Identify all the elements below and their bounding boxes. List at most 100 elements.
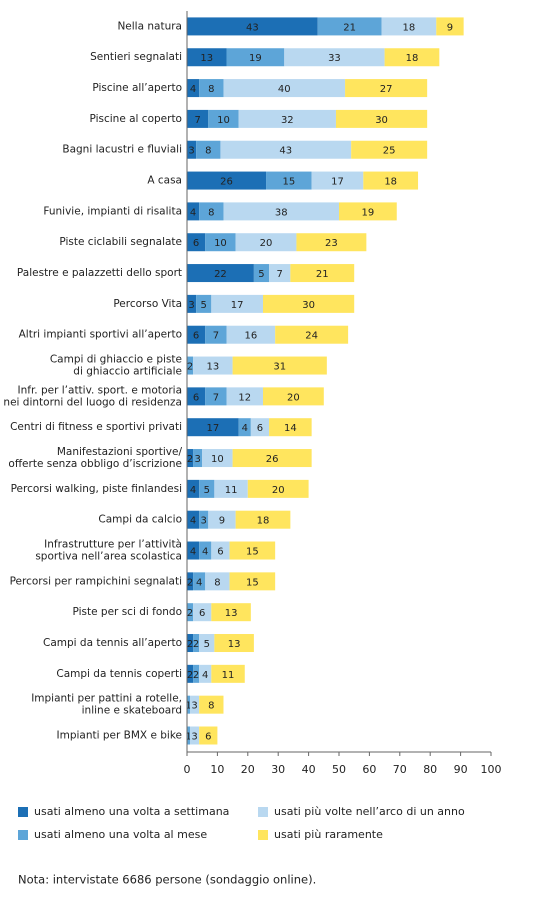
bar-segment — [208, 109, 239, 128]
y-tick-label: Palestre e palazzetti dello sport — [17, 267, 182, 279]
value-label: 4 — [190, 516, 196, 527]
value-label: 22 — [214, 269, 227, 280]
value-label: 6 — [217, 547, 223, 558]
value-label: 7 — [213, 331, 219, 342]
bar-segment — [199, 479, 215, 498]
value-label: 8 — [208, 207, 214, 218]
y-tick-label: Piscine all’aperto — [92, 82, 182, 94]
bar-segment — [187, 572, 194, 591]
bar-segment — [384, 48, 440, 67]
bar-segment — [223, 202, 339, 221]
bar-segment — [187, 140, 197, 159]
y-tick-label: Campi da tennis all’aperto — [43, 637, 182, 649]
y-tick-label: Piste ciclabili segnalate — [59, 236, 182, 248]
bar-segment — [269, 264, 291, 283]
value-label: 3 — [188, 146, 194, 157]
bar-segment — [193, 634, 200, 653]
value-label: 8 — [208, 701, 214, 712]
value-label: 23 — [325, 238, 338, 249]
x-tick-label: 90 — [454, 763, 468, 776]
legend-label: usati più raramente — [274, 828, 383, 841]
bar-segment — [187, 325, 206, 344]
bar-segment — [199, 510, 209, 529]
y-tick-label: Percorsi walking, piste finlandesi — [11, 483, 182, 495]
value-label: 7 — [213, 392, 219, 403]
bar-segment — [235, 233, 297, 252]
bar-segment — [247, 479, 309, 498]
bar-segment — [199, 634, 215, 653]
bar-segment — [263, 294, 355, 313]
bar-segment — [187, 294, 197, 313]
value-label: 9 — [219, 516, 225, 527]
y-tick-label: Impianti per BMX e bike — [57, 730, 183, 742]
bar-segment — [208, 510, 236, 529]
value-label: 15 — [282, 177, 295, 188]
y-tick-label: Impianti per pattini a rotelle, inline e … — [31, 693, 182, 717]
value-label: 2 — [187, 639, 193, 650]
bar-segment — [187, 264, 254, 283]
value-label: 4 — [196, 577, 202, 588]
bar-segment — [220, 140, 352, 159]
bar-segment — [187, 171, 267, 190]
value-label: 14 — [284, 423, 297, 434]
bar-segment — [296, 233, 367, 252]
bar-segment — [284, 48, 385, 67]
value-label: 5 — [258, 269, 264, 280]
bar-segment — [214, 634, 254, 653]
bar-segment — [311, 171, 364, 190]
value-label: 26 — [266, 454, 279, 465]
value-label: 13 — [225, 608, 238, 619]
bar-segment — [266, 171, 312, 190]
bar-segment — [202, 449, 233, 468]
bar-segment — [229, 541, 276, 560]
value-label: 18 — [406, 53, 419, 64]
value-label: 27 — [380, 84, 393, 95]
bar-segment — [187, 695, 191, 714]
bar-segment — [187, 603, 194, 622]
bar-segment — [211, 541, 230, 560]
value-label: 2 — [187, 362, 193, 373]
value-label: 17 — [231, 300, 244, 311]
value-label: 21 — [316, 269, 329, 280]
bar-segment — [187, 233, 206, 252]
bar-segment — [199, 726, 218, 745]
value-label: 24 — [305, 331, 318, 342]
bar-segment — [351, 140, 428, 159]
y-tick-label: Campi di ghiaccio e piste di ghiaccio art… — [50, 354, 182, 378]
bar-segment — [196, 140, 221, 159]
value-label: 2 — [187, 670, 193, 681]
bar-segment — [226, 325, 276, 344]
y-tick-label: Piscine al coperto — [89, 113, 182, 125]
value-label: 13 — [206, 362, 219, 373]
value-label: 6 — [193, 392, 199, 403]
bar-segment — [187, 726, 191, 745]
bar-segment — [269, 418, 312, 437]
x-tick-label: 10 — [210, 763, 224, 776]
bar-segment — [226, 387, 263, 406]
y-tick-label: Nella natura — [117, 20, 182, 32]
value-label: 11 — [222, 670, 235, 681]
value-label: 20 — [272, 485, 285, 496]
value-label: 10 — [211, 454, 224, 465]
legend-label: usati almeno una volta a settimana — [34, 805, 229, 818]
bar-segment — [263, 387, 324, 406]
bar-segment — [187, 79, 200, 98]
value-label: 18 — [384, 177, 397, 188]
y-tick-label: Centri di fitness e sportivi privati — [10, 421, 182, 433]
x-tick-label: 100 — [481, 763, 502, 776]
value-label: 3 — [188, 300, 194, 311]
bar-segment — [211, 664, 245, 683]
y-tick-label: Campi da tennis coperti — [56, 668, 182, 680]
bar-segment — [187, 356, 194, 375]
value-label: 13 — [200, 53, 213, 64]
value-label: 30 — [375, 115, 388, 126]
bar-segment — [187, 541, 200, 560]
x-tick-label: 30 — [271, 763, 285, 776]
value-label: 12 — [238, 392, 251, 403]
value-label: 3 — [191, 732, 197, 743]
value-label: 19 — [362, 207, 375, 218]
bar-segment — [187, 202, 200, 221]
bar-segment — [226, 48, 285, 67]
bar-segment — [199, 79, 224, 98]
bar-segment — [290, 264, 355, 283]
